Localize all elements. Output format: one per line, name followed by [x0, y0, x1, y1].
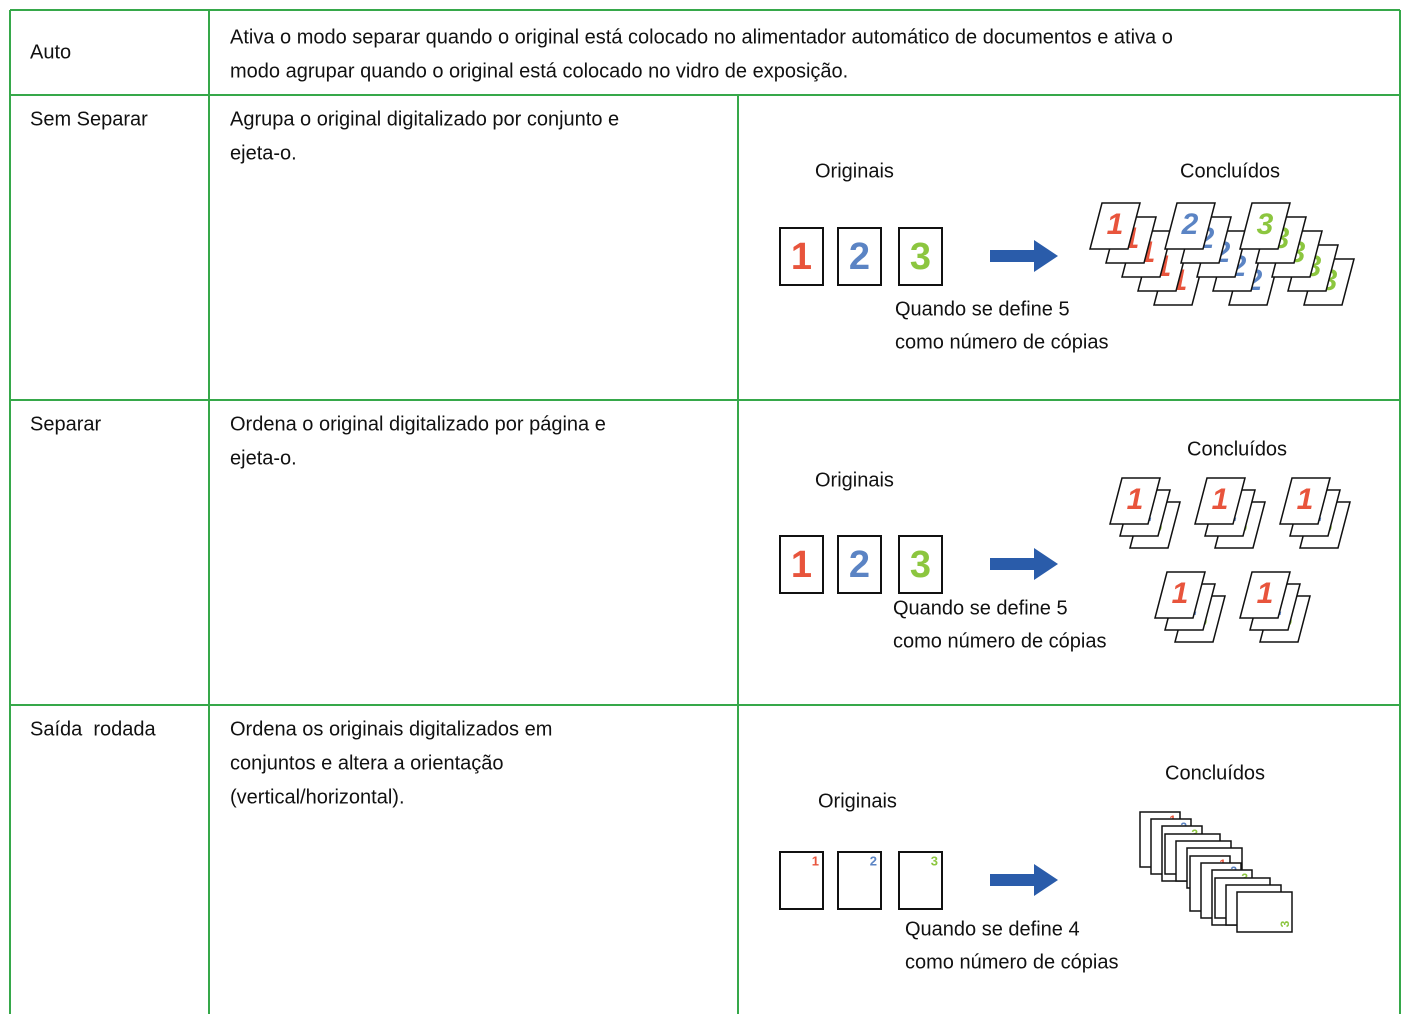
originals-label: Originais [815, 469, 894, 491]
page-number: 3 [931, 853, 938, 868]
row-description: Ordena o original digitalizado por págin… [230, 413, 606, 435]
result-page [1239, 202, 1291, 250]
result-label: Concluídos [1180, 160, 1280, 182]
original-page [898, 535, 943, 594]
arrow [990, 864, 1058, 896]
result-page [1279, 477, 1331, 525]
page-number: 2 [849, 544, 870, 586]
row-description: ejeta-o. [230, 447, 297, 469]
result-label: Concluídos [1187, 438, 1287, 460]
row-description: modo agrupar quando o original está colo… [230, 60, 848, 82]
result-label: Concluídos [1165, 762, 1265, 784]
result-page [1239, 571, 1291, 619]
page-number: 1 [1212, 483, 1229, 516]
row-description: ejeta-o. [230, 142, 297, 164]
note: Quando se define 5 [895, 298, 1070, 320]
original-page [837, 851, 882, 910]
original-page [779, 535, 824, 594]
note: Quando se define 5 [893, 597, 1068, 619]
page-number: 3 [910, 236, 931, 278]
arrow [990, 548, 1058, 580]
row-label: Auto [30, 41, 71, 63]
original-page [837, 535, 882, 594]
original-page [779, 851, 824, 910]
page-number: 3 [910, 544, 931, 586]
originals-label: Originais [818, 790, 897, 812]
original-page [898, 227, 943, 286]
row-description: conjuntos e altera a orientação [230, 752, 504, 774]
originals-label: Originais [815, 160, 894, 182]
note: como número de cópias [905, 951, 1118, 973]
page-number: 3 [1257, 208, 1274, 241]
page-number: 1 [1127, 483, 1144, 516]
original-page [837, 227, 882, 286]
note: como número de cópias [893, 630, 1106, 652]
row-description: Ordena os originais digitalizados em [230, 718, 552, 740]
row-description: (vertical/horizontal). [230, 786, 405, 808]
result-page [1089, 202, 1141, 250]
page-number: 1 [791, 236, 812, 278]
page-number: 2 [870, 853, 877, 868]
table-grid [9, 9, 1401, 1014]
original-page [779, 227, 824, 286]
result-page [1164, 202, 1216, 250]
note: como número de cópias [895, 331, 1108, 353]
row-label: Separar [30, 413, 101, 435]
page-number: 1 [791, 544, 812, 586]
page-number: 2 [849, 236, 870, 278]
row-label: Saída rodada [30, 718, 157, 740]
page-number: 1 [1297, 483, 1314, 516]
note: Quando se define 4 [905, 918, 1080, 940]
page-number: 3 [1278, 920, 1292, 927]
original-page [898, 851, 943, 910]
result-page [1194, 477, 1246, 525]
row-description: Agrupa o original digitalizado por conju… [230, 108, 619, 130]
page-number: 1 [1172, 577, 1189, 610]
row-label: Sem Separar [30, 108, 148, 130]
page-number: 1 [1107, 208, 1124, 241]
page-number: 1 [812, 853, 819, 868]
result-page [1109, 477, 1161, 525]
result-page [1154, 571, 1206, 619]
row-description: Ativa o modo separar quando o original e… [230, 26, 1173, 48]
page-number: 1 [1257, 577, 1274, 610]
result-page [1236, 891, 1293, 933]
page-number: 2 [1181, 208, 1199, 241]
arrow [990, 240, 1058, 272]
